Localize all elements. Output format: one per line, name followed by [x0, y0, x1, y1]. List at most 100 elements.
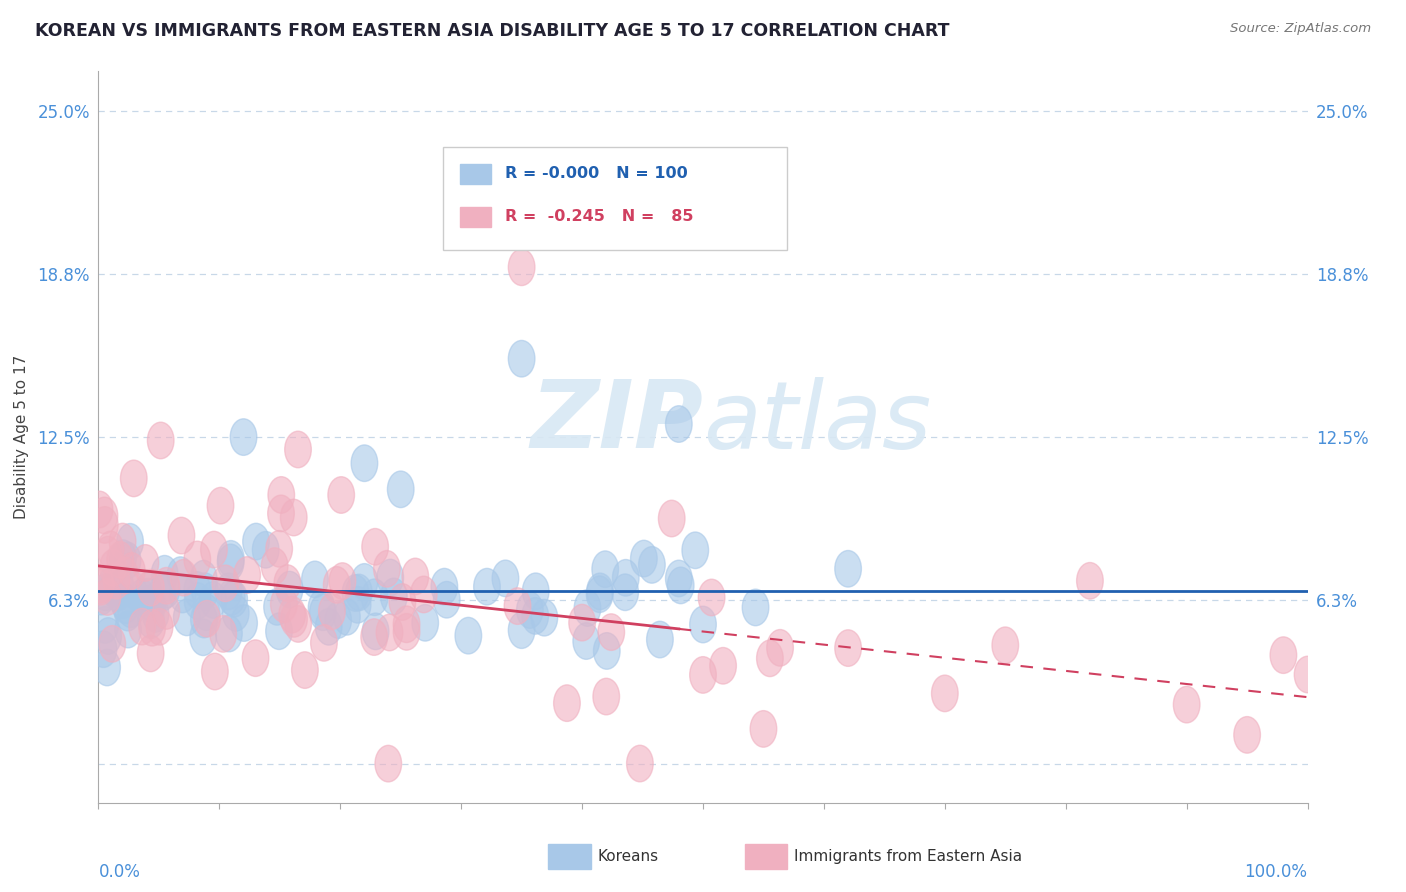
Ellipse shape	[153, 567, 180, 604]
Ellipse shape	[325, 602, 352, 639]
Ellipse shape	[509, 612, 534, 648]
Ellipse shape	[1174, 686, 1199, 723]
Ellipse shape	[751, 711, 776, 747]
Ellipse shape	[94, 536, 121, 573]
Ellipse shape	[184, 572, 211, 608]
Ellipse shape	[138, 585, 165, 622]
Ellipse shape	[128, 579, 155, 615]
Ellipse shape	[665, 406, 692, 442]
Ellipse shape	[572, 623, 599, 659]
Ellipse shape	[505, 588, 531, 624]
Ellipse shape	[411, 576, 437, 613]
Ellipse shape	[835, 550, 862, 587]
Ellipse shape	[89, 578, 115, 615]
Ellipse shape	[309, 594, 336, 631]
Ellipse shape	[352, 445, 378, 482]
Ellipse shape	[1295, 657, 1320, 693]
Ellipse shape	[110, 540, 136, 576]
Ellipse shape	[638, 547, 665, 583]
Text: R = -0.000   N = 100: R = -0.000 N = 100	[505, 167, 688, 181]
Ellipse shape	[112, 587, 139, 624]
Ellipse shape	[315, 608, 342, 645]
Text: KOREAN VS IMMIGRANTS FROM EASTERN ASIA DISABILITY AGE 5 TO 17 CORRELATION CHART: KOREAN VS IMMIGRANTS FROM EASTERN ASIA D…	[35, 22, 949, 40]
Ellipse shape	[100, 549, 127, 586]
Ellipse shape	[91, 507, 118, 543]
Ellipse shape	[586, 573, 613, 609]
Ellipse shape	[231, 419, 257, 456]
Ellipse shape	[375, 746, 402, 782]
Ellipse shape	[308, 590, 335, 626]
Ellipse shape	[103, 563, 129, 599]
Ellipse shape	[153, 571, 180, 607]
Ellipse shape	[173, 599, 200, 636]
Text: 100.0%: 100.0%	[1244, 863, 1308, 881]
Ellipse shape	[993, 627, 1018, 664]
Ellipse shape	[97, 531, 124, 567]
Ellipse shape	[319, 593, 346, 630]
Ellipse shape	[346, 574, 373, 611]
Ellipse shape	[98, 625, 125, 662]
Ellipse shape	[456, 617, 482, 654]
Ellipse shape	[110, 524, 136, 560]
Ellipse shape	[184, 541, 211, 578]
Ellipse shape	[253, 532, 278, 568]
Ellipse shape	[311, 624, 337, 661]
Text: Immigrants from Eastern Asia: Immigrants from Eastern Asia	[794, 849, 1022, 863]
Ellipse shape	[285, 431, 311, 467]
Ellipse shape	[266, 531, 292, 567]
Ellipse shape	[135, 572, 162, 608]
Ellipse shape	[191, 573, 218, 609]
Ellipse shape	[86, 491, 112, 528]
Ellipse shape	[132, 545, 159, 582]
Ellipse shape	[377, 615, 402, 651]
Ellipse shape	[212, 565, 239, 601]
Y-axis label: Disability Age 5 to 17: Disability Age 5 to 17	[14, 355, 30, 519]
Ellipse shape	[201, 653, 228, 690]
Ellipse shape	[328, 476, 354, 513]
Ellipse shape	[1077, 563, 1104, 599]
Ellipse shape	[598, 614, 624, 650]
Ellipse shape	[190, 619, 217, 656]
Ellipse shape	[742, 590, 769, 626]
Ellipse shape	[139, 586, 166, 623]
Ellipse shape	[492, 560, 519, 597]
Ellipse shape	[142, 596, 169, 632]
Ellipse shape	[381, 578, 408, 615]
Ellipse shape	[665, 560, 692, 597]
Ellipse shape	[433, 582, 460, 618]
Ellipse shape	[394, 606, 420, 642]
Ellipse shape	[152, 556, 179, 592]
Ellipse shape	[344, 587, 371, 624]
Ellipse shape	[215, 615, 242, 652]
Ellipse shape	[209, 615, 236, 652]
Ellipse shape	[91, 574, 118, 610]
Ellipse shape	[194, 600, 221, 637]
Ellipse shape	[153, 592, 180, 629]
Ellipse shape	[167, 557, 194, 593]
Ellipse shape	[98, 566, 125, 602]
Ellipse shape	[193, 594, 219, 631]
Ellipse shape	[111, 558, 138, 594]
Ellipse shape	[100, 570, 127, 607]
Ellipse shape	[412, 605, 439, 641]
Ellipse shape	[285, 606, 312, 642]
Ellipse shape	[509, 249, 534, 285]
Ellipse shape	[222, 595, 249, 632]
Ellipse shape	[363, 613, 389, 649]
Ellipse shape	[1234, 716, 1260, 753]
Ellipse shape	[139, 609, 166, 646]
Ellipse shape	[374, 550, 401, 587]
Ellipse shape	[114, 594, 141, 631]
Ellipse shape	[612, 574, 638, 610]
Ellipse shape	[269, 476, 295, 513]
Ellipse shape	[333, 599, 360, 635]
Ellipse shape	[90, 631, 117, 667]
Text: Koreans: Koreans	[598, 849, 658, 863]
Ellipse shape	[87, 568, 114, 605]
Ellipse shape	[221, 581, 247, 617]
Ellipse shape	[699, 579, 725, 615]
Ellipse shape	[118, 553, 145, 590]
Ellipse shape	[278, 597, 305, 633]
Ellipse shape	[218, 541, 245, 577]
Ellipse shape	[121, 460, 148, 497]
